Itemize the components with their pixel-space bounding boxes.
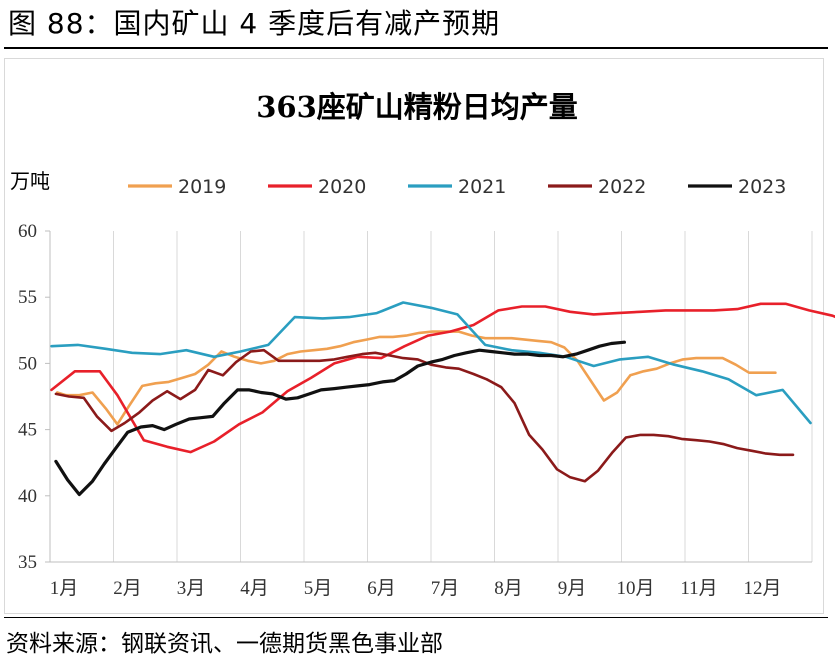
- x-tick-label: 2月: [113, 578, 142, 599]
- grid: [113, 231, 813, 562]
- legend-label-2021: 2021: [458, 176, 506, 198]
- x-tick-label: 8月: [494, 578, 523, 599]
- x-tick-label: 4月: [240, 578, 269, 599]
- x-tick-label: 9月: [558, 578, 587, 599]
- chart-title: 363座矿山精粉日均产量: [256, 90, 578, 124]
- y-tick-label: 50: [18, 353, 37, 374]
- series-line-2023: [54, 340, 627, 497]
- legend-label-2020: 2020: [318, 176, 366, 198]
- y-axis-ticks: 35 40 45 50 55 60: [18, 221, 50, 573]
- y-tick-label: 35: [18, 552, 37, 573]
- y-tick-label: 45: [18, 420, 37, 441]
- series-line-2019: [55, 330, 777, 426]
- x-axis-ticks: 1月 2月 3月 4月 5月 6月 7月 8月 9月 10月 11月 12月: [50, 578, 782, 599]
- y-tick-label: 60: [18, 221, 37, 242]
- series-line-2021: [50, 301, 812, 425]
- series-line-2020: [50, 302, 835, 454]
- caption-rule: [4, 47, 828, 49]
- x-tick-label: 12月: [743, 578, 781, 599]
- legend-label-2023: 2023: [738, 176, 786, 198]
- x-tick-label: 10月: [616, 578, 654, 599]
- legend-label-2022: 2022: [598, 176, 646, 198]
- legend: 2019 2020 2021 2022 2023: [128, 176, 786, 198]
- x-tick-label: 1月: [50, 578, 79, 599]
- y-tick-label: 40: [18, 486, 37, 507]
- source-rule: [4, 617, 828, 618]
- x-tick-label: 5月: [304, 578, 333, 599]
- source-note: 资料来源：钢联资讯、一德期货黑色事业部: [6, 631, 443, 657]
- legend-label-2019: 2019: [178, 176, 226, 198]
- axes: [49, 231, 812, 563]
- figure-caption: 图 88：国内矿山 4 季度后有减产预期: [8, 7, 501, 40]
- x-tick-label: 11月: [680, 578, 717, 599]
- y-tick-label: 55: [18, 287, 37, 308]
- x-tick-label: 7月: [431, 578, 460, 599]
- series-lines: [50, 301, 835, 497]
- series-line-2022: [54, 348, 795, 483]
- chart-panel: [4, 58, 824, 614]
- x-tick-label: 6月: [367, 578, 396, 599]
- x-tick-label: 3月: [177, 578, 206, 599]
- y-axis-unit-label: 万吨: [10, 169, 50, 193]
